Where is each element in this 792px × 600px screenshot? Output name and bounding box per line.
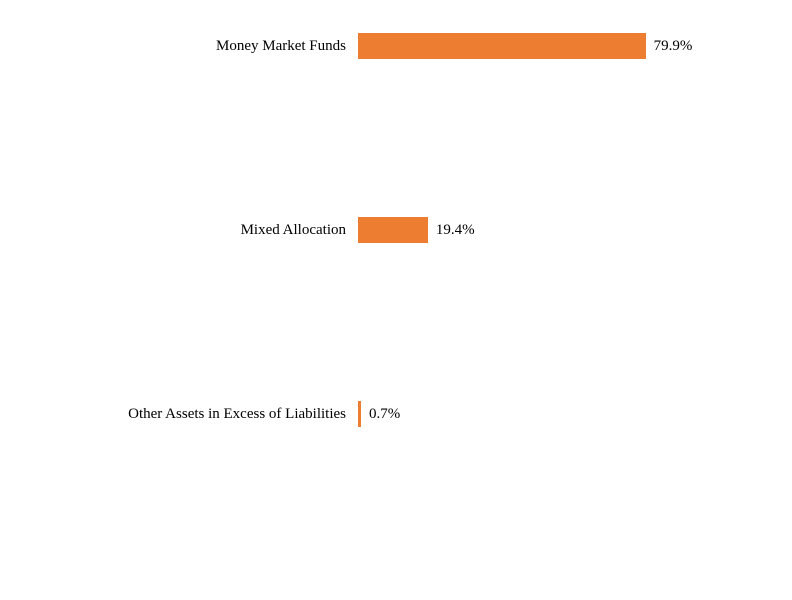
category-label: Other Assets in Excess of Liabilities xyxy=(0,406,358,423)
value-label: 19.4% xyxy=(428,222,475,239)
chart-row: Money Market Funds 79.9% xyxy=(0,33,792,59)
bar-wrap: 0.7% xyxy=(358,401,718,427)
bar-wrap: 79.9% xyxy=(358,33,718,59)
value-label: 0.7% xyxy=(361,406,400,423)
category-label: Mixed Allocation xyxy=(0,222,358,239)
chart-row: Other Assets in Excess of Liabilities 0.… xyxy=(0,401,792,427)
category-label: Money Market Funds xyxy=(0,38,358,55)
chart-row: Mixed Allocation 19.4% xyxy=(0,217,792,243)
value-label: 79.9% xyxy=(646,38,693,55)
allocation-bar-chart: Money Market Funds 79.9% Mixed Allocatio… xyxy=(0,0,792,600)
bar xyxy=(358,33,646,59)
bar-wrap: 19.4% xyxy=(358,217,718,243)
bar xyxy=(358,217,428,243)
